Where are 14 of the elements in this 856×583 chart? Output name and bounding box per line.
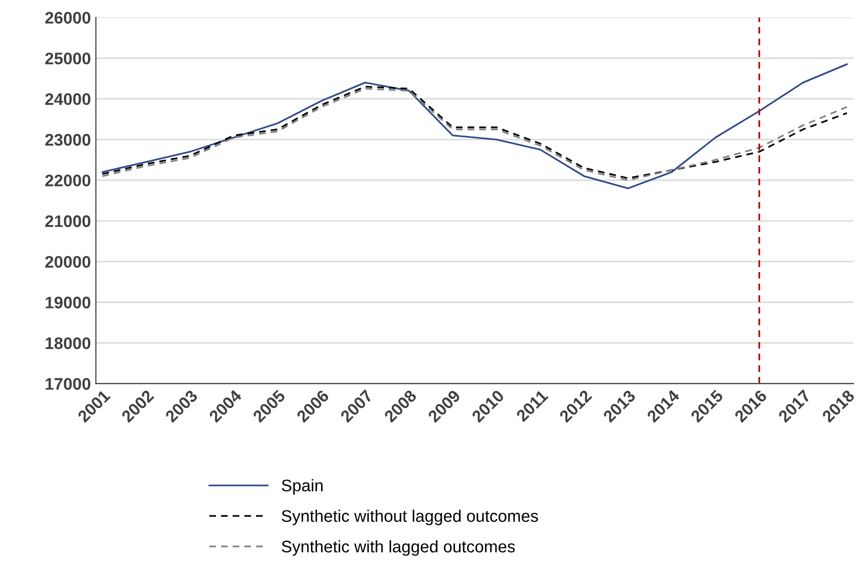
- legend-label: Spain: [282, 479, 323, 495]
- y-tick-label: 17000: [46, 378, 90, 390]
- y-tick-label: 25000: [45, 52, 90, 64]
- y-tick-label: 22000: [45, 174, 90, 186]
- y-tick-label: 23000: [45, 134, 90, 146]
- y-tick-label: 18000: [46, 337, 90, 350]
- line-series: [102, 63, 848, 190]
- y-tick-label: 21000: [45, 215, 90, 228]
- legend-label: Synthetic with lagged outcomes: [282, 540, 515, 556]
- y-tick-label: 24000: [45, 93, 90, 106]
- legend-label: Synthetic without lagged outcomes: [282, 510, 538, 526]
- y-tick-label: 19000: [46, 296, 90, 308]
- y-tick-label: 20000: [45, 256, 90, 268]
- y-tick-label: 26000: [45, 12, 90, 24]
